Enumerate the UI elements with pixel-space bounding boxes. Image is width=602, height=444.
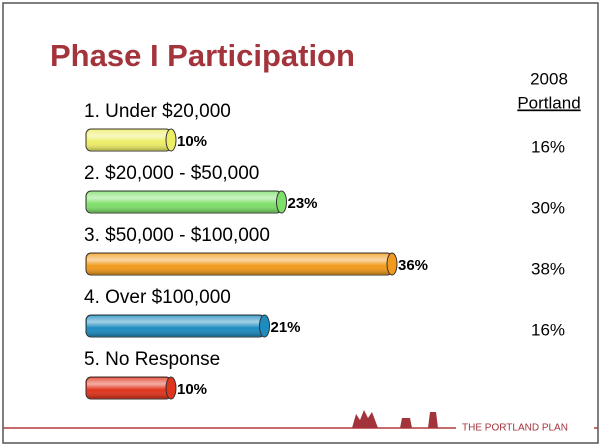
- bar-end: [276, 190, 287, 214]
- logo-text: THE PORTLAND PLAN: [462, 423, 568, 434]
- comparison-value: 16%: [531, 137, 565, 156]
- bar-end: [165, 128, 177, 152]
- logo-backing: [456, 419, 594, 437]
- category-label: 3. $50,000 - $100,000: [84, 225, 270, 246]
- bar-end: [165, 376, 177, 400]
- bar-shine: [87, 254, 391, 274]
- comparison-value: 16%: [531, 320, 565, 339]
- comparison-value: 38%: [531, 259, 565, 278]
- bar-end: [386, 252, 398, 276]
- bar-shine: [87, 316, 264, 336]
- bar-shine: [87, 192, 281, 212]
- category-label: 5. No Response: [84, 349, 220, 370]
- bar-shine: [87, 378, 170, 398]
- value-label: 21%: [271, 319, 301, 336]
- value-label: 10%: [177, 381, 207, 398]
- comparison-value: 30%: [531, 198, 565, 217]
- slide-title: Phase I Participation: [50, 38, 355, 73]
- logo-skyline: [352, 410, 438, 428]
- value-label: 23%: [288, 195, 318, 212]
- bar-end: [259, 314, 270, 338]
- value-label: 10%: [177, 133, 207, 150]
- logo: THE PORTLAND PLAN: [352, 410, 594, 437]
- category-label: 4. Over $100,000: [84, 287, 231, 308]
- value-label: 36%: [398, 257, 428, 274]
- column-header: Portland: [517, 93, 580, 112]
- column-header: 2008: [530, 69, 568, 88]
- bar-shine: [87, 130, 170, 150]
- category-label: 1. Under $20,000: [84, 101, 231, 122]
- category-label: 2. $20,000 - $50,000: [84, 163, 259, 184]
